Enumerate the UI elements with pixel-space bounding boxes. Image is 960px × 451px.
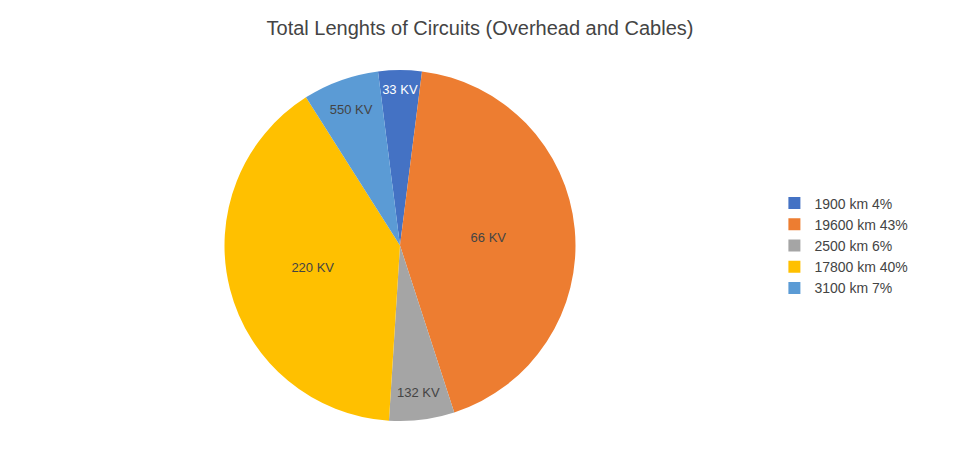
- svg-text:33 KV: 33 KV: [382, 82, 418, 97]
- svg-text:1900 km 4%: 1900 km 4%: [814, 196, 892, 212]
- svg-text:2500 km 6%: 2500 km 6%: [814, 238, 892, 254]
- svg-text:220 KV: 220 KV: [291, 260, 334, 275]
- svg-text:3100 km 7%: 3100 km 7%: [814, 280, 892, 296]
- svg-text:Total Lenghts of Circuits (Ove: Total Lenghts of Circuits (Overhead and …: [267, 17, 694, 39]
- svg-text:550 KV: 550 KV: [330, 102, 373, 117]
- svg-text:66 KV: 66 KV: [471, 230, 507, 245]
- svg-text:19600 km 43%: 19600 km 43%: [814, 217, 907, 233]
- svg-text:132 KV: 132 KV: [397, 385, 440, 400]
- svg-text:17800 km 40%: 17800 km 40%: [814, 259, 907, 275]
